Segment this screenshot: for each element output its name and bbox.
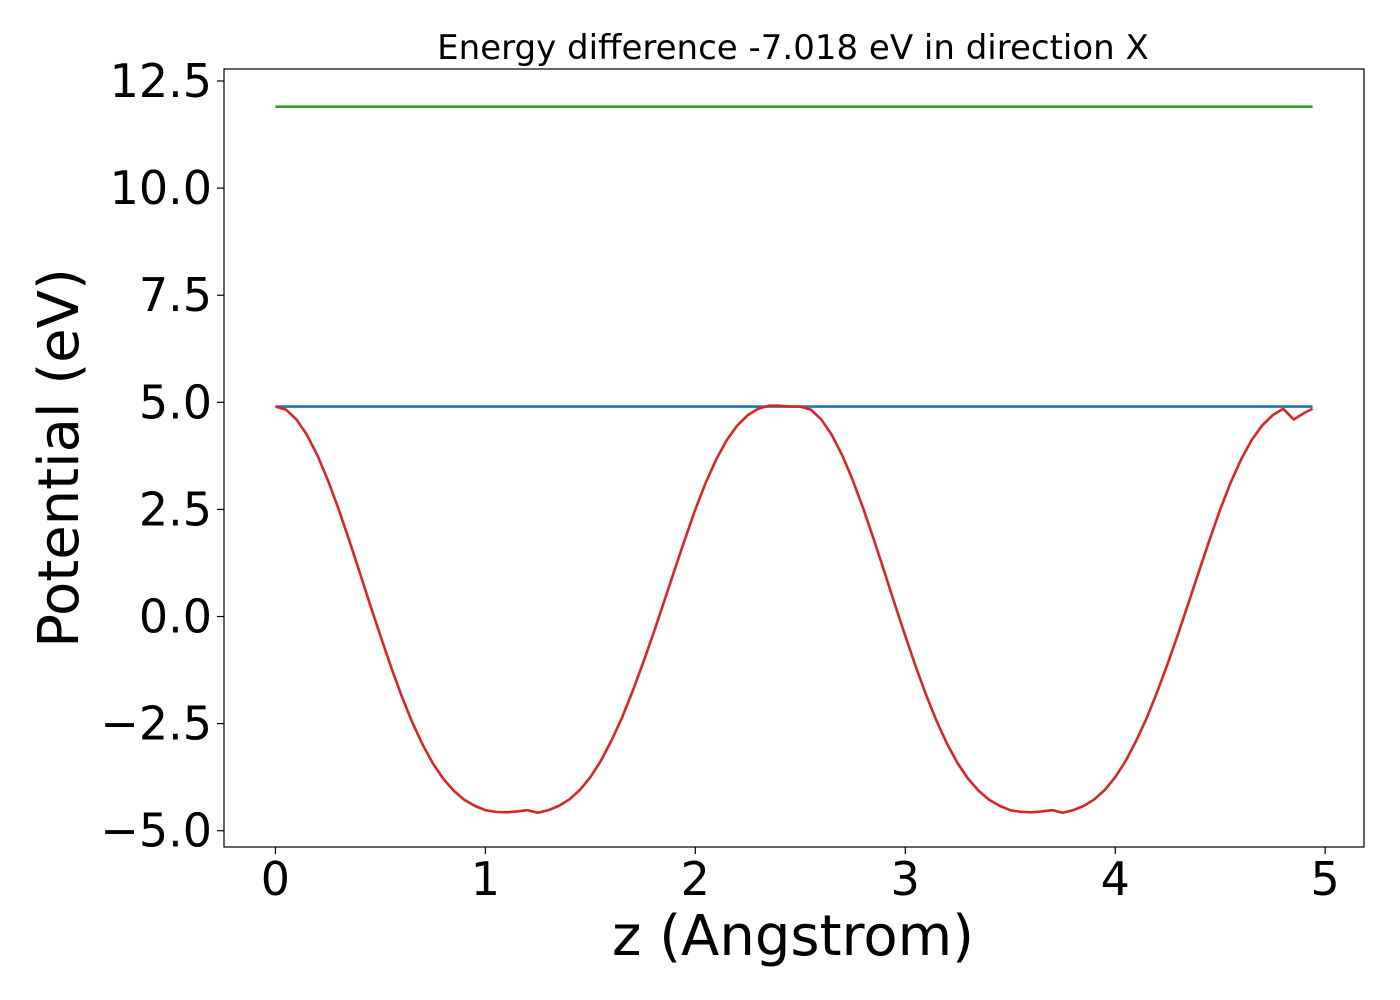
x-tick-label: 2 bbox=[681, 852, 710, 906]
y-tick-label: 2.5 bbox=[139, 482, 212, 536]
y-tick-label: −2.5 bbox=[100, 697, 212, 751]
x-tick-label: 1 bbox=[471, 852, 500, 906]
x-axis-ticks: 0 1 2 3 4 5 bbox=[261, 847, 1340, 906]
x-tick-label: 4 bbox=[1101, 852, 1130, 906]
chart-title: Energy difference -7.018 eV in direction… bbox=[437, 28, 1149, 68]
x-tick-label: 5 bbox=[1311, 852, 1340, 906]
y-tick-label: 0.0 bbox=[139, 590, 212, 644]
y-tick-label: 12.5 bbox=[110, 54, 212, 108]
x-axis-label: z (Angstrom) bbox=[612, 904, 974, 969]
x-tick-label: 0 bbox=[261, 852, 290, 906]
plot-frame bbox=[223, 68, 1365, 848]
y-tick-label: 10.0 bbox=[110, 161, 212, 215]
y-tick-label: 5.0 bbox=[139, 375, 212, 429]
y-tick-label: −5.0 bbox=[100, 804, 212, 858]
x-tick-label: 3 bbox=[891, 852, 920, 906]
series-red-potential-curve bbox=[275, 404, 1314, 815]
y-axis-ticks: −5.0 −2.5 0.0 2.5 5.0 7.5 10.0 12.5 bbox=[100, 54, 224, 858]
plot-area bbox=[275, 105, 1314, 815]
y-tick-label: 7.5 bbox=[139, 268, 212, 322]
y-axis-label: Potential (eV) bbox=[27, 268, 92, 648]
